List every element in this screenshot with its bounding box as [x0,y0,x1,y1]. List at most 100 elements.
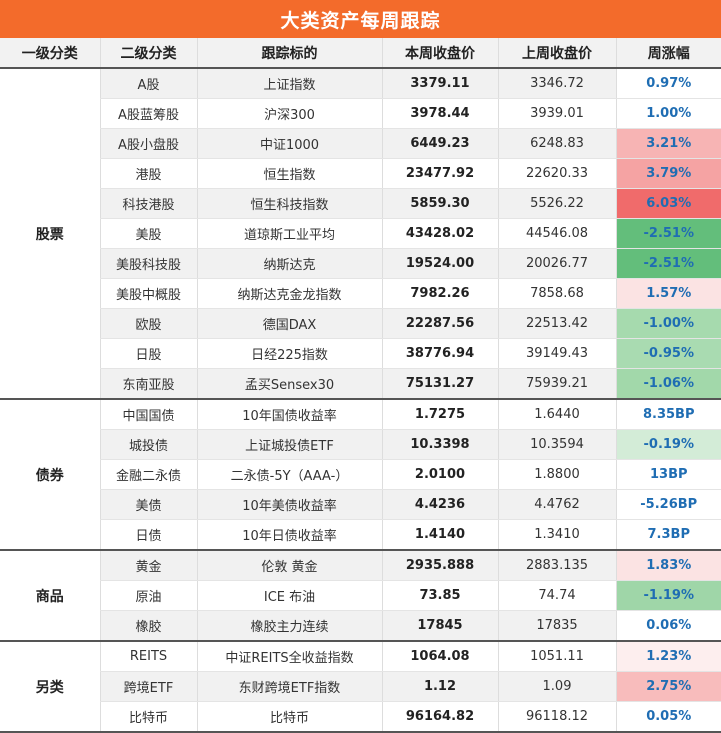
this-week-close-cell: 38776.94 [381,338,498,369]
weekly-change-cell: -1.06% [615,368,721,400]
secondary-category-cell: 美股 [99,218,197,249]
last-week-close-cell: 2883.135 [497,550,616,581]
last-week-close-cell: 1051.11 [497,641,616,672]
header-primary-category: 一级分类 [0,38,100,69]
secondary-category-cell: 科技港股 [99,188,197,219]
this-week-close-cell: 22287.56 [381,308,498,339]
this-week-close-cell: 2935.888 [381,550,498,581]
weekly-change-cell: 1.00% [615,98,721,129]
last-week-close-cell: 75939.21 [497,368,616,400]
weekly-change-cell: -1.19% [615,580,721,611]
this-week-close-cell: 7982.26 [381,278,498,309]
weekly-change-cell: 1.83% [615,550,721,581]
secondary-category-cell: 东南亚股 [99,368,197,400]
last-week-close-cell: 20026.77 [497,248,616,279]
last-week-close-cell: 1.8800 [497,459,616,490]
this-week-close-cell: 3978.44 [381,98,498,129]
table-row: A股蓝筹股 沪深300 3978.44 3939.01 1.00% [0,98,721,129]
table-row: 商品 黄金 伦敦 黄金 2935.888 2883.135 1.83% [0,550,721,642]
this-week-close-cell: 1.7275 [381,399,498,430]
tracking-target-cell: 中证1000 [196,128,382,159]
tracking-target-cell: 10年日债收益率 [196,519,382,551]
last-week-close-cell: 1.09 [497,671,616,702]
weekly-change-cell: 6.03% [615,188,721,219]
header-weekly-change: 周涨幅 [615,38,721,69]
weekly-change-cell: 0.97% [615,68,721,99]
primary-category-cell: 另类 [0,641,100,733]
table-row: 金融二永债 二永债-5Y（AAA-） 2.0100 1.8800 13BP [0,459,721,490]
table-row: 日股 日经225指数 38776.94 39149.43 -0.95% [0,338,721,369]
last-week-close-cell: 3346.72 [497,68,616,99]
tracking-target-cell: 沪深300 [196,98,382,129]
table-row: 科技港股 恒生科技指数 5859.30 5526.22 6.03% [0,188,721,219]
table-row: 港股 恒生指数 23477.92 22620.33 3.79% [0,158,721,189]
last-week-close-cell: 44546.08 [497,218,616,249]
this-week-close-cell: 4.4236 [381,489,498,520]
secondary-category-cell: 美股中概股 [99,278,197,309]
header-this-week-close: 本周收盘价 [381,38,498,69]
table-row: 城投债 上证城投债ETF 10.3398 10.3594 -0.19% [0,429,721,460]
secondary-category-cell: 跨境ETF [99,671,197,702]
weekly-change-cell: 1.23% [615,641,721,672]
secondary-category-cell: REITS [99,641,197,672]
weekly-change-cell: 13BP [615,459,721,490]
tracking-target-cell: 恒生科技指数 [196,188,382,219]
tracking-target-cell: 中证REITS全收益指数 [196,641,382,672]
last-week-close-cell: 10.3594 [497,429,616,460]
weekly-change-cell: -5.26BP [615,489,721,520]
secondary-category-cell: 中国国债 [99,399,197,430]
weekly-change-cell: 0.06% [615,610,721,642]
header-last-week-close: 上周收盘价 [497,38,616,69]
weekly-change-cell: 3.21% [615,128,721,159]
tracking-target-cell: 比特币 [196,701,382,733]
this-week-close-cell: 43428.02 [381,218,498,249]
table-row: 美股中概股 纳斯达克金龙指数 7982.26 7858.68 1.57% [0,278,721,309]
table-row: 跨境ETF 东财跨境ETF指数 1.12 1.09 2.75% [0,671,721,702]
secondary-category-cell: A股 [99,68,197,99]
last-week-close-cell: 1.6440 [497,399,616,430]
this-week-close-cell: 73.85 [381,580,498,611]
this-week-close-cell: 2.0100 [381,459,498,490]
tracking-target-cell: 纳斯达克 [196,248,382,279]
table-row: 美债 10年美债收益率 4.4236 4.4762 -5.26BP [0,489,721,520]
this-week-close-cell: 17845 [381,610,498,642]
this-week-close-cell: 3379.11 [381,68,498,99]
this-week-close-cell: 75131.27 [381,368,498,400]
this-week-close-cell: 6449.23 [381,128,498,159]
weekly-change-cell: -0.95% [615,338,721,369]
weekly-change-cell: 0.05% [615,701,721,733]
primary-category-cell: 债券 [0,399,100,551]
table-row: 欧股 德国DAX 22287.56 22513.42 -1.00% [0,308,721,339]
this-week-close-cell: 5859.30 [381,188,498,219]
last-week-close-cell: 3939.01 [497,98,616,129]
tracking-target-cell: 上证指数 [196,68,382,99]
last-week-close-cell: 7858.68 [497,278,616,309]
header-tracking-target: 跟踪标的 [196,38,382,69]
tracking-target-cell: 恒生指数 [196,158,382,189]
secondary-category-cell: A股小盘股 [99,128,197,159]
secondary-category-cell: 日债 [99,519,197,551]
secondary-category-cell: 原油 [99,580,197,611]
table-row: 美股科技股 纳斯达克 19524.00 20026.77 -2.51% [0,248,721,279]
tracking-target-cell: 上证城投债ETF [196,429,382,460]
table-row: 股票 A股 上证指数 3379.11 3346.72 0.97% [0,68,721,400]
tracking-target-cell: 二永债-5Y（AAA-） [196,459,382,490]
last-week-close-cell: 74.74 [497,580,616,611]
secondary-category-cell: 黄金 [99,550,197,581]
secondary-category-cell: 城投债 [99,429,197,460]
tracking-target-cell: ICE 布油 [196,580,382,611]
tracking-target-cell: 东财跨境ETF指数 [196,671,382,702]
table-row: 日债 10年日债收益率 1.4140 1.3410 7.3BP [0,519,721,551]
weekly-change-cell: -2.51% [615,248,721,279]
asset-tracking-table: 一级分类 二级分类 跟踪标的 本周收盘价 上周收盘价 周涨幅 股票 A股 上证指数 3… [0,38,721,733]
weekly-change-cell: 8.35BP [615,399,721,430]
this-week-close-cell: 19524.00 [381,248,498,279]
header-secondary-category: 二级分类 [99,38,197,69]
table-body: 股票 A股 上证指数 3379.11 3346.72 0.97% A股蓝筹股 沪深300 397… [0,68,721,733]
weekly-change-cell: 7.3BP [615,519,721,551]
tracking-target-cell: 橡胶主力连续 [196,610,382,642]
tracking-target-cell: 伦敦 黄金 [196,550,382,581]
tracking-target-cell: 纳斯达克金龙指数 [196,278,382,309]
last-week-close-cell: 22513.42 [497,308,616,339]
table-row: 另类 REITS 中证REITS全收益指数 1064.08 1051.11 1.23% [0,641,721,733]
